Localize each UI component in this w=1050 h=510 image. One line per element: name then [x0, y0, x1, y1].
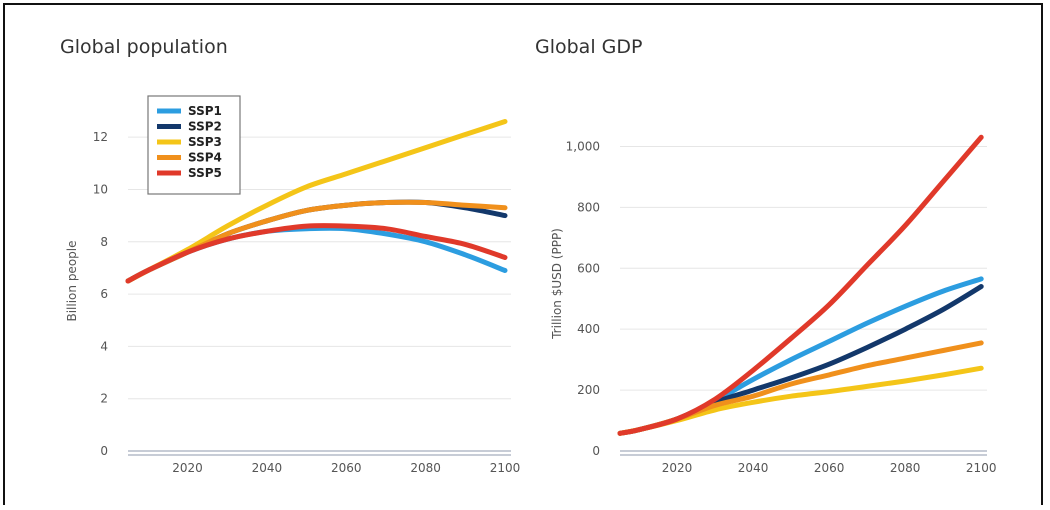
population-x-tick-label: 2040 [252, 461, 283, 475]
gdp-x-tick-label: 2100 [966, 461, 997, 475]
gdp-y-tick-label: 1,000 [566, 139, 600, 153]
gdp-chart-title: Global GDP [535, 36, 643, 58]
gdp-y-tick-label: 400 [577, 322, 600, 336]
population-x-tick-label: 2060 [331, 461, 362, 475]
gdp-y-tick-label: 800 [577, 200, 600, 214]
population-y-axis-label: Billion people [65, 240, 79, 321]
gdp-series-line-ssp5 [617, 134, 984, 436]
population-y-tick-label: 10 [93, 182, 108, 196]
legend-label-ssp2: SSP2 [188, 120, 222, 134]
legend-label-ssp1: SSP1 [188, 104, 222, 118]
population-x-tick-label: 2100 [490, 461, 521, 475]
gdp-series-line-ssp3 [617, 365, 984, 436]
population-series-line-ssp5 [125, 223, 508, 284]
gdp-series-line-ssp2 [617, 284, 984, 436]
gdp-x-tick-label: 2080 [890, 461, 921, 475]
population-x-tick-label: 2020 [172, 461, 203, 475]
gdp-y-tick-label: 200 [577, 383, 600, 397]
population-x-tick-label: 2080 [410, 461, 441, 475]
gdp-x-tick-label: 2040 [738, 461, 769, 475]
legend-label-ssp3: SSP3 [188, 135, 222, 149]
legend-label-ssp5: SSP5 [188, 166, 222, 180]
population-y-tick-label: 12 [93, 130, 108, 144]
population-y-tick-label: 6 [100, 287, 108, 301]
population-y-tick-label: 8 [100, 235, 108, 249]
gdp-x-tick-label: 2060 [814, 461, 845, 475]
population-chart-title: Global population [60, 36, 228, 58]
gdp-x-tick-label: 2020 [662, 461, 693, 475]
gdp-y-tick-label: 0 [592, 444, 600, 458]
population-y-tick-label: 2 [100, 392, 108, 406]
gdp-y-axis-label: Trillion $USD (PPP) [550, 228, 564, 340]
gdp-y-tick-label: 600 [577, 261, 600, 275]
population-y-tick-label: 0 [100, 444, 108, 458]
legend-label-ssp4: SSP4 [188, 151, 222, 165]
population-y-tick-label: 4 [100, 339, 108, 353]
